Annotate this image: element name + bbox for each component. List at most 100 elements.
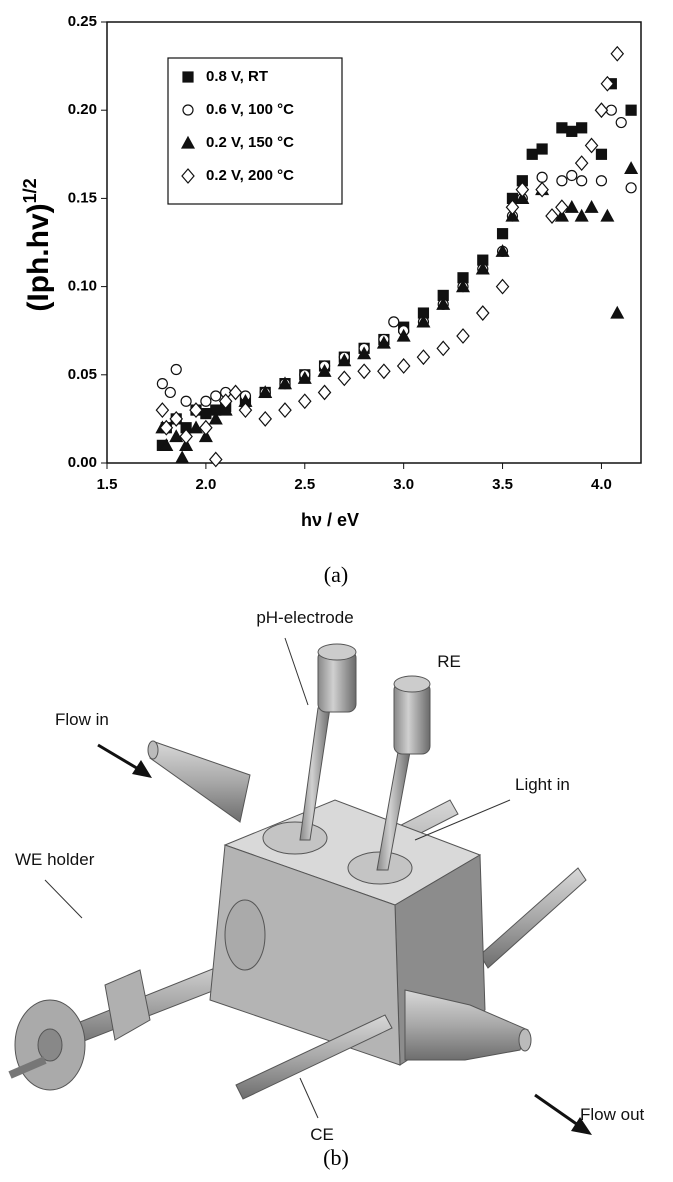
marker bbox=[496, 228, 509, 240]
y-tick-label: 0.10 bbox=[68, 278, 97, 295]
marker bbox=[396, 358, 411, 374]
marker bbox=[556, 175, 568, 187]
diagram-label: Flow in bbox=[55, 710, 109, 729]
marker bbox=[278, 402, 292, 419]
marker bbox=[515, 191, 530, 204]
we-rod bbox=[8, 1056, 47, 1079]
flow-out-arrow bbox=[534, 1093, 579, 1127]
marker bbox=[576, 175, 588, 187]
marker bbox=[200, 395, 212, 407]
y-axis-label-sup: 1/2 bbox=[20, 178, 40, 203]
marker bbox=[199, 419, 213, 436]
reference-electrode bbox=[393, 681, 431, 755]
marker bbox=[475, 305, 490, 321]
electrode-cap bbox=[393, 675, 431, 693]
marker bbox=[554, 208, 569, 222]
marker bbox=[584, 137, 599, 154]
marker bbox=[210, 390, 222, 402]
cone bbox=[404, 989, 529, 1061]
marker bbox=[475, 261, 490, 275]
diagram-label: RE bbox=[437, 652, 461, 671]
marker bbox=[228, 384, 243, 401]
we-holder bbox=[104, 969, 151, 1041]
marker bbox=[584, 199, 599, 213]
x-tick-label: 4.0 bbox=[591, 476, 612, 493]
y-tick-label: 0.15 bbox=[68, 189, 97, 206]
marker bbox=[564, 199, 579, 213]
flow-in-arrow bbox=[97, 743, 141, 772]
marker bbox=[170, 363, 182, 376]
marker bbox=[198, 429, 213, 443]
y-tick-label: 0.00 bbox=[68, 454, 97, 471]
x-tick-label: 3.5 bbox=[492, 476, 513, 493]
box-front bbox=[209, 844, 401, 1066]
marker bbox=[297, 393, 312, 410]
marker bbox=[610, 305, 625, 319]
we-center bbox=[37, 1028, 63, 1062]
marker bbox=[555, 199, 569, 216]
diagram-label: CE bbox=[310, 1125, 334, 1144]
cone bbox=[149, 741, 251, 823]
marker bbox=[535, 181, 549, 198]
y-tick-label: 0.05 bbox=[68, 366, 97, 383]
flange bbox=[224, 899, 266, 971]
marker bbox=[156, 378, 168, 390]
marker bbox=[159, 438, 174, 451]
marker bbox=[495, 278, 510, 295]
marker bbox=[615, 116, 627, 129]
marker bbox=[169, 410, 184, 427]
marker bbox=[180, 395, 192, 407]
marker bbox=[625, 182, 637, 194]
rod bbox=[479, 867, 587, 969]
marker bbox=[317, 384, 332, 401]
marker bbox=[515, 181, 530, 198]
flange bbox=[262, 821, 328, 855]
marker bbox=[416, 314, 431, 328]
marker bbox=[377, 363, 391, 380]
diagram-label: Light in bbox=[515, 775, 570, 794]
x-tick-label: 1.5 bbox=[97, 476, 118, 493]
caption-a: (a) bbox=[324, 562, 348, 587]
cone-tip bbox=[147, 740, 159, 760]
marker bbox=[594, 102, 609, 119]
marker bbox=[277, 376, 293, 390]
marker bbox=[159, 419, 174, 436]
diagram-label: pH-electrode bbox=[256, 608, 353, 627]
y-tick-label: 0.20 bbox=[68, 101, 97, 118]
marker bbox=[182, 104, 194, 116]
marker bbox=[566, 125, 578, 137]
marker bbox=[526, 148, 538, 160]
leader-line bbox=[284, 637, 309, 706]
marker bbox=[182, 71, 194, 83]
marker bbox=[536, 143, 548, 155]
arrowhead bbox=[132, 760, 152, 778]
marker bbox=[600, 75, 615, 92]
marker bbox=[566, 169, 578, 182]
marker bbox=[505, 208, 520, 222]
marker bbox=[556, 122, 568, 134]
marker bbox=[610, 45, 625, 62]
marker bbox=[180, 135, 196, 149]
marker bbox=[208, 411, 223, 425]
leader-line bbox=[414, 799, 511, 841]
leader-line bbox=[299, 1077, 319, 1119]
y-axis-label: (Iph.hv)1/2 bbox=[20, 178, 55, 311]
marker bbox=[189, 402, 203, 419]
leader-line bbox=[44, 879, 83, 919]
cell-diagram: pH-electrode RE Flow in Light in WE hold… bbox=[8, 608, 645, 1170]
marker bbox=[175, 450, 190, 464]
marker bbox=[455, 279, 471, 293]
legend-label: 0.8 V, RT bbox=[206, 68, 268, 85]
marker bbox=[181, 168, 195, 184]
arrowhead bbox=[571, 1117, 592, 1135]
marker bbox=[155, 402, 170, 419]
marker bbox=[179, 428, 193, 445]
plot-frame bbox=[106, 21, 642, 464]
marker bbox=[505, 199, 520, 216]
x-tick-label: 2.5 bbox=[294, 476, 315, 493]
diagram-label: WE holder bbox=[15, 850, 95, 869]
marker bbox=[169, 429, 184, 443]
marker bbox=[357, 346, 372, 360]
